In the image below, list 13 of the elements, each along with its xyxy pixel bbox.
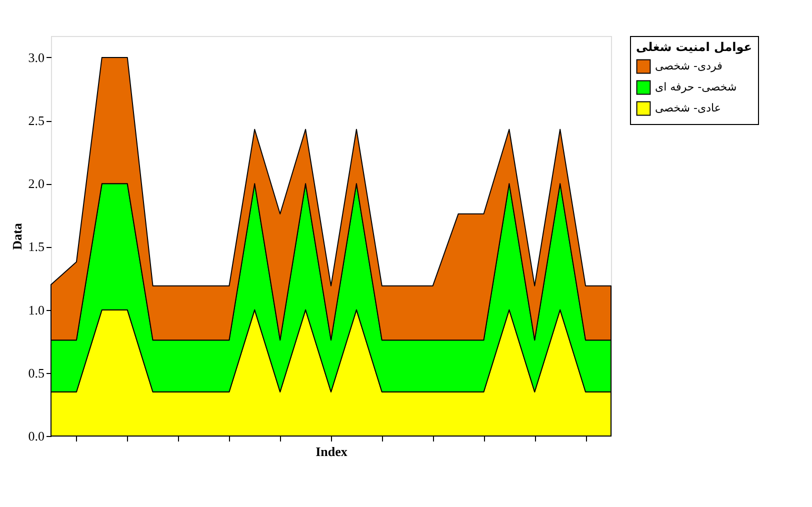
y-tick-label: 3.0 bbox=[28, 50, 44, 65]
y-tick-label: 0.0 bbox=[28, 428, 44, 444]
legend-title: عوامل امنیت شغلی bbox=[636, 40, 752, 54]
legend-label: فردی- شخصی bbox=[655, 60, 722, 72]
y-tick-label: 1.5 bbox=[28, 239, 44, 254]
y-axis-title: Data bbox=[9, 222, 24, 250]
y-tick-label: 2.0 bbox=[28, 176, 44, 192]
legend-label: شخصی- حرفه ای bbox=[655, 80, 737, 94]
y-tick-label: 0.5 bbox=[28, 365, 44, 380]
x-axis-title: Index bbox=[316, 444, 348, 459]
y-tick-label: 2.5 bbox=[28, 113, 44, 128]
legend-label: عادی- شخصی bbox=[655, 102, 721, 114]
y-tick-label: 1.0 bbox=[28, 302, 44, 318]
